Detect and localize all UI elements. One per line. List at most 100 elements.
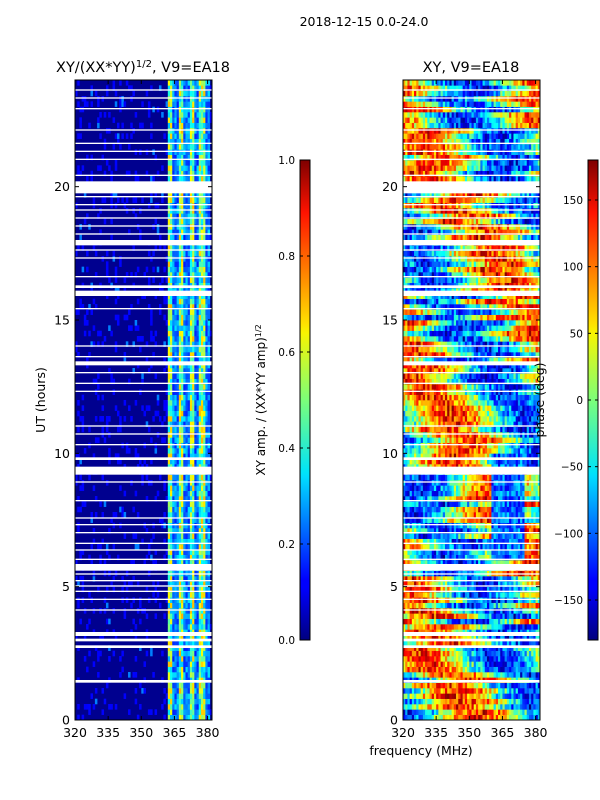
phase-heatmap-cell (535, 576, 539, 582)
phase-heatmap-cell (469, 560, 472, 566)
amp-heatmap-cell (181, 602, 184, 609)
amp-heatmap-cell (147, 480, 151, 486)
phase-heatmap-cell (504, 602, 508, 609)
amp-heatmap-cell (105, 480, 109, 486)
phase-heatmap-cell (482, 666, 486, 673)
amp-heatmap-cell (183, 112, 186, 118)
amp-heatmap-cell (198, 661, 202, 667)
amp-heatmap-cell (207, 682, 211, 689)
amp-heatmap-cell (132, 128, 135, 134)
amp-heatmap-cell (198, 213, 202, 219)
phase-heatmap-cell (489, 666, 492, 673)
phase-heatmap-cell (489, 661, 492, 667)
amp-heatmap-cell (167, 624, 171, 630)
phase-heatmap-cell (453, 688, 457, 694)
amp-heatmap-cell (174, 432, 177, 438)
amp-heatmap-cell (181, 405, 184, 411)
phase-heatmap-cell (531, 688, 534, 694)
amp-heatmap-cell (123, 400, 127, 406)
phase-heatmap-cell (495, 698, 499, 705)
phase-heatmap-cell (498, 682, 501, 689)
amp-heatmap-cell (196, 624, 200, 630)
phase-heatmap-cell (458, 576, 461, 582)
amp-heatmap-cell (198, 229, 202, 235)
phase-heatmap-cell (526, 688, 530, 694)
amp-heatmap-cell (176, 368, 180, 374)
amp-heatmap-cell (172, 106, 175, 113)
amp-heatmap-cell (194, 586, 197, 593)
amp-heatmap-cell (178, 432, 182, 438)
amp-heatmap-cell (77, 410, 80, 417)
amp-heatmap-cell (189, 656, 193, 662)
phase-heatmap-cell (491, 682, 494, 689)
amp-heatmap-cell (185, 293, 188, 299)
phase-heatmap-cell (506, 581, 510, 587)
phase-heatmap-cell (425, 576, 428, 582)
amp-heatmap-cell (163, 357, 166, 363)
amp-heatmap-cell (187, 485, 191, 491)
amp-heatmap-cell (178, 122, 182, 129)
amp-heatmap-cell (172, 416, 175, 422)
phase-heatmap-cell (531, 704, 534, 710)
phase-heatmap-cell (440, 656, 444, 662)
phase-heatmap-cell (533, 704, 536, 710)
amp-heatmap-cell (196, 384, 200, 390)
phase-heatmap-cell (444, 618, 448, 625)
amp-heatmap-cell (170, 608, 173, 614)
phase-heatmap-cell (491, 645, 494, 651)
amp-heatmap-cell (194, 368, 197, 374)
amp-heatmap-cell (205, 256, 208, 262)
amp-heatmap-cell (207, 453, 211, 459)
amp-heatmap-cell (183, 602, 186, 609)
amp-heatmap-cell (207, 426, 211, 433)
phase-heatmap-cell (458, 656, 461, 662)
phase-heatmap-cell (526, 714, 530, 720)
amp-heatmap-cell (108, 325, 111, 331)
amp-heatmap-cell (178, 538, 182, 545)
amp-heatmap-cell (92, 453, 96, 459)
amp-heatmap-cell (203, 266, 206, 273)
amp-heatmap-cell (198, 293, 202, 299)
amp-heatmap-cell (152, 560, 155, 566)
phase-heatmap-cell (444, 581, 448, 587)
amp-heatmap-cell (181, 293, 184, 299)
amp-heatmap-cell (121, 576, 124, 582)
amp-heatmap-cell (81, 501, 85, 507)
amp-heatmap-cell (178, 378, 182, 385)
amp-heatmap-cell (198, 128, 202, 134)
amp-heatmap-cell (200, 341, 204, 347)
phase-heatmap-cell (442, 672, 446, 678)
amp-heatmap-cell (196, 250, 200, 257)
phase-heatmap-cell (453, 709, 457, 715)
phase-heatmap-cell (467, 666, 470, 673)
amp-heatmap-cell (90, 693, 93, 699)
phase-heatmap-cell (405, 682, 408, 689)
phase-heatmap-cell (411, 650, 415, 657)
amp-heatmap-cell (192, 122, 195, 129)
amp-heatmap-cell (172, 202, 175, 209)
phase-heatmap-cell (453, 661, 457, 667)
amp-heatmap-cell (203, 453, 206, 459)
amp-heatmap-cell (203, 304, 206, 310)
amp-heatmap-cell (79, 224, 82, 230)
phase-heatmap-cell (482, 592, 486, 598)
phase-heatmap-cell (537, 693, 540, 699)
amp-heatmap-cell (178, 410, 182, 417)
amp-heatmap-cell (152, 176, 155, 182)
amp-heatmap-cell (198, 234, 202, 241)
amp-heatmap-cell (81, 586, 85, 593)
phase-heatmap-cell (511, 693, 514, 699)
amp-heatmap-cell (203, 554, 206, 561)
amp-heatmap-cell (185, 624, 188, 630)
amp-heatmap-cell (174, 634, 177, 641)
amp-heatmap-cell (136, 336, 140, 342)
amp-heatmap-cell (192, 698, 195, 705)
amp-heatmap-cell (207, 704, 211, 710)
amp-heatmap-cell (185, 298, 188, 305)
amp-heatmap-cell (90, 170, 93, 177)
amp-heatmap-cell (83, 96, 87, 102)
amp-heatmap-cell (167, 410, 171, 417)
phase-heatmap-cell (464, 554, 468, 561)
amp-heatmap-cell (172, 517, 175, 523)
phase-heatmap-cell (475, 672, 479, 678)
